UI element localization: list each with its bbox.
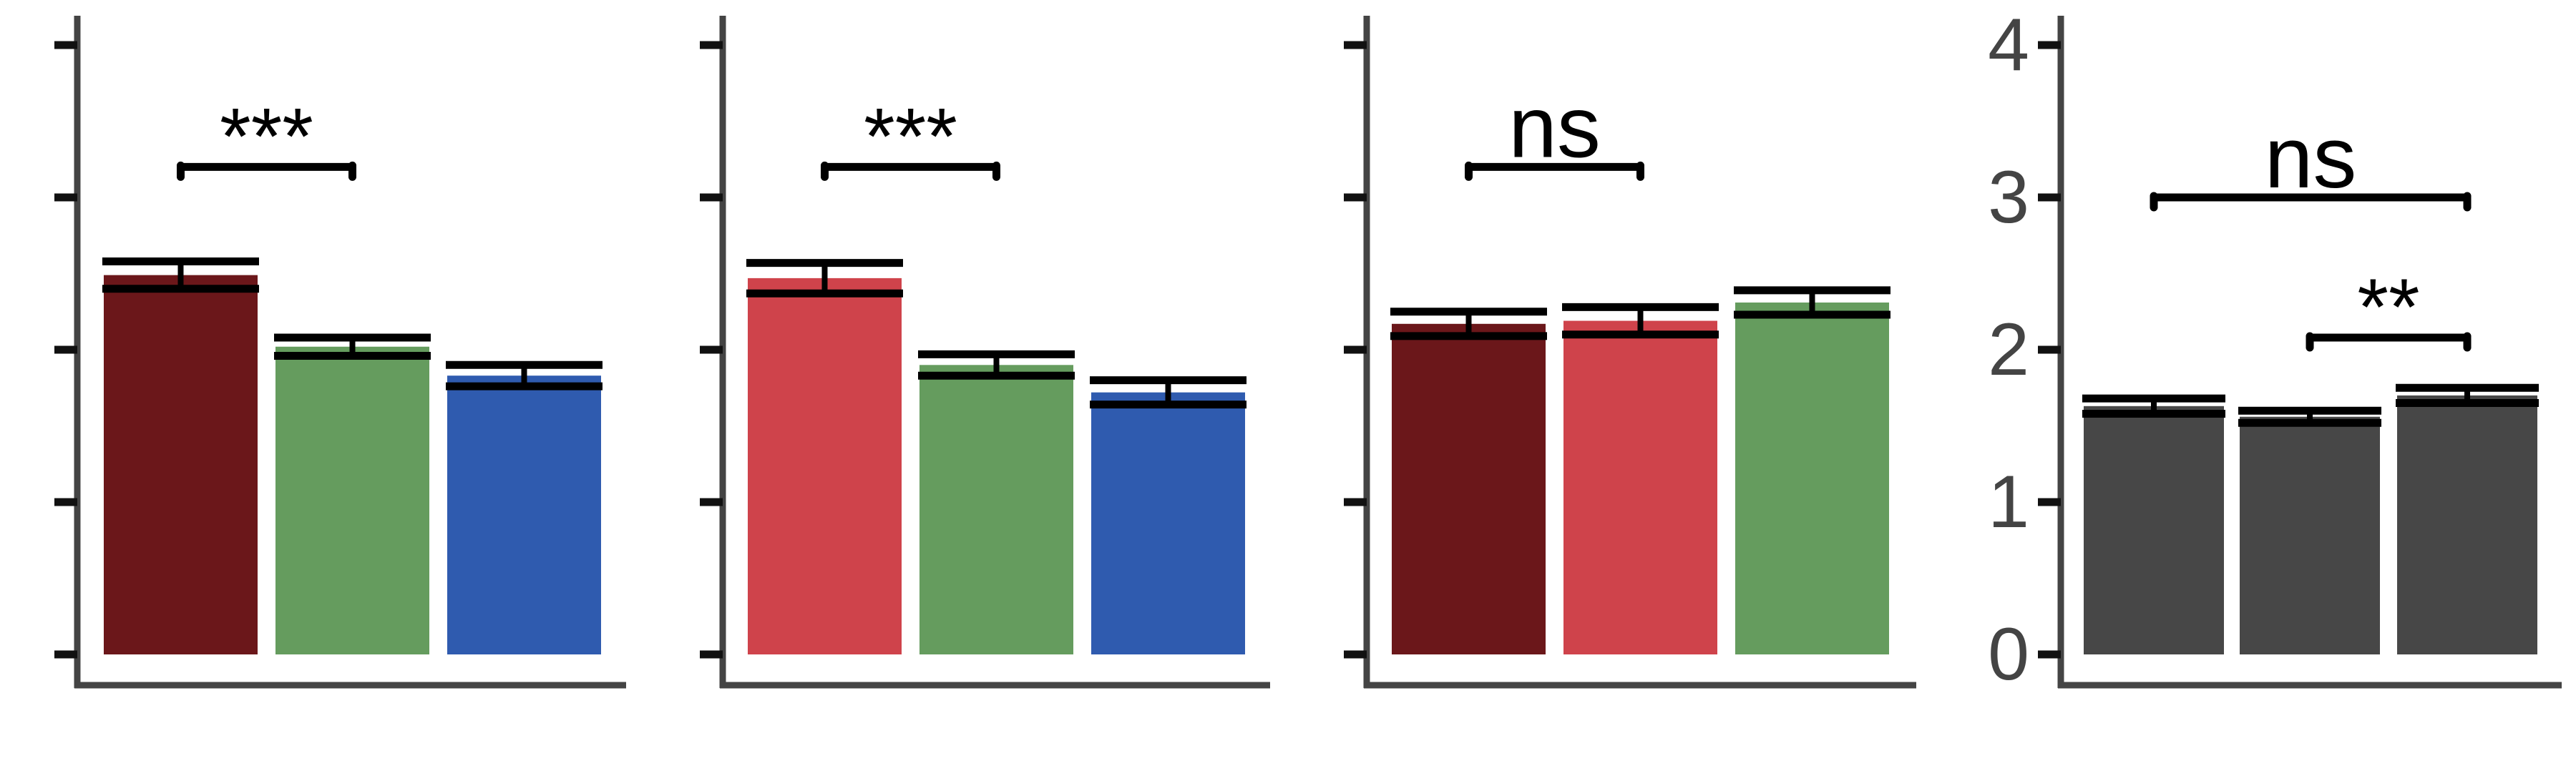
y-tick-label-4-1: 1 <box>1988 461 2029 544</box>
significance-label-4-2: ** <box>2357 262 2419 352</box>
bar-3-3 <box>1735 302 1889 654</box>
significance-label-4-1: ns <box>2265 109 2357 206</box>
bar-2-2 <box>919 365 1073 654</box>
bar-3-1 <box>1392 323 1546 654</box>
bar-2-3 <box>1091 392 1245 654</box>
significance-label-1-1: *** <box>220 92 313 181</box>
bar-4-3 <box>2397 395 2537 654</box>
bar-1-2 <box>275 346 429 654</box>
y-tick-label-4-4: 4 <box>1988 4 2029 87</box>
y-tick-label-4-2: 2 <box>1988 308 2029 391</box>
y-tick-label-4-0: 0 <box>1988 613 2029 696</box>
bar-1-1 <box>104 275 258 654</box>
y-tick-label-4-3: 3 <box>1988 156 2029 239</box>
significance-label-3-1: ns <box>1508 78 1601 175</box>
bar-4-1 <box>2084 406 2224 654</box>
bar-1-3 <box>447 375 601 654</box>
bar-4-2 <box>2240 416 2380 654</box>
bar-3-2 <box>1563 320 1717 654</box>
significance-label-2-1: *** <box>864 92 957 181</box>
bar-2-1 <box>748 278 902 654</box>
